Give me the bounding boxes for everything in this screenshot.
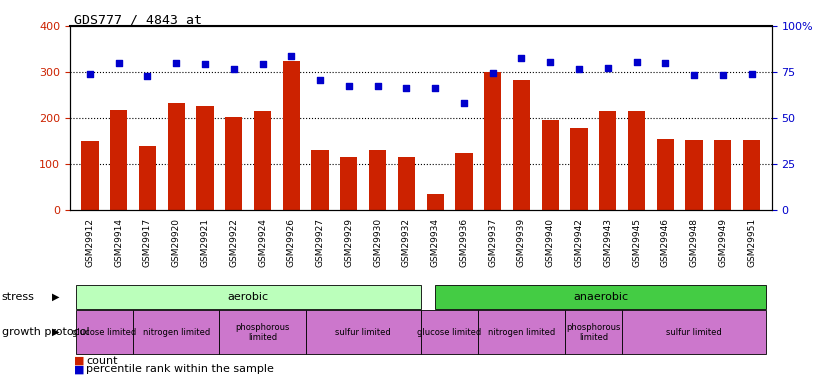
Bar: [81, 141, 99, 210]
Text: count: count: [86, 356, 117, 366]
Bar: [599, 111, 617, 210]
Bar: [311, 150, 328, 210]
Point: [658, 60, 672, 66]
Text: ▶: ▶: [52, 292, 59, 302]
Point: [745, 70, 758, 76]
Bar: [76, 285, 421, 309]
Point: [84, 71, 97, 77]
Bar: [479, 310, 565, 354]
Point: [371, 83, 384, 89]
Bar: [714, 140, 732, 210]
Text: anaerobic: anaerobic: [573, 292, 628, 302]
Text: sulfur limited: sulfur limited: [335, 328, 391, 337]
Text: nitrogen limited: nitrogen limited: [143, 328, 210, 337]
Bar: [340, 157, 357, 210]
Text: ■: ■: [74, 364, 85, 374]
Bar: [421, 310, 479, 354]
Bar: [686, 140, 703, 210]
Point: [716, 72, 729, 78]
Bar: [513, 81, 530, 210]
Text: stress: stress: [2, 292, 34, 302]
Point: [601, 64, 614, 70]
Bar: [196, 106, 213, 210]
Bar: [225, 117, 242, 210]
Bar: [305, 310, 421, 354]
Text: aerobic: aerobic: [227, 292, 268, 302]
Point: [572, 66, 585, 72]
Text: phosphorous
limited: phosphorous limited: [566, 322, 621, 342]
Bar: [427, 194, 444, 210]
Text: nitrogen limited: nitrogen limited: [488, 328, 555, 337]
Bar: [282, 61, 300, 210]
Bar: [622, 310, 766, 354]
Point: [170, 60, 183, 66]
Point: [486, 70, 499, 76]
Bar: [743, 140, 760, 210]
Bar: [397, 157, 415, 210]
Bar: [110, 110, 127, 210]
Text: ■: ■: [74, 356, 85, 366]
Text: phosphorous
limited: phosphorous limited: [236, 322, 290, 342]
Point: [227, 66, 241, 72]
Bar: [565, 310, 622, 354]
Text: glucose limited: glucose limited: [417, 328, 482, 337]
Point: [515, 55, 528, 61]
Text: GDS777 / 4843_at: GDS777 / 4843_at: [74, 13, 202, 26]
Bar: [456, 153, 473, 210]
Bar: [484, 72, 502, 210]
Bar: [369, 150, 386, 210]
Bar: [571, 128, 588, 210]
Bar: [435, 285, 766, 309]
Bar: [657, 139, 674, 210]
Point: [630, 58, 643, 64]
Point: [256, 61, 269, 67]
Bar: [219, 310, 305, 354]
Point: [687, 72, 700, 78]
Point: [112, 60, 126, 66]
Bar: [76, 310, 133, 354]
Point: [314, 77, 327, 83]
Point: [199, 61, 212, 67]
Point: [342, 83, 355, 89]
Point: [457, 100, 470, 106]
Text: ▶: ▶: [52, 327, 59, 337]
Point: [429, 85, 442, 91]
Text: glucose limited: glucose limited: [72, 328, 136, 337]
Bar: [139, 146, 156, 210]
Bar: [542, 120, 559, 210]
Bar: [167, 104, 185, 210]
Bar: [133, 310, 219, 354]
Point: [285, 53, 298, 58]
Point: [400, 85, 413, 91]
Point: [141, 74, 154, 80]
Text: growth protocol: growth protocol: [2, 327, 89, 337]
Text: sulfur limited: sulfur limited: [666, 328, 722, 337]
Text: percentile rank within the sample: percentile rank within the sample: [86, 364, 274, 374]
Point: [544, 59, 557, 65]
Bar: [254, 111, 271, 210]
Bar: [628, 111, 645, 210]
